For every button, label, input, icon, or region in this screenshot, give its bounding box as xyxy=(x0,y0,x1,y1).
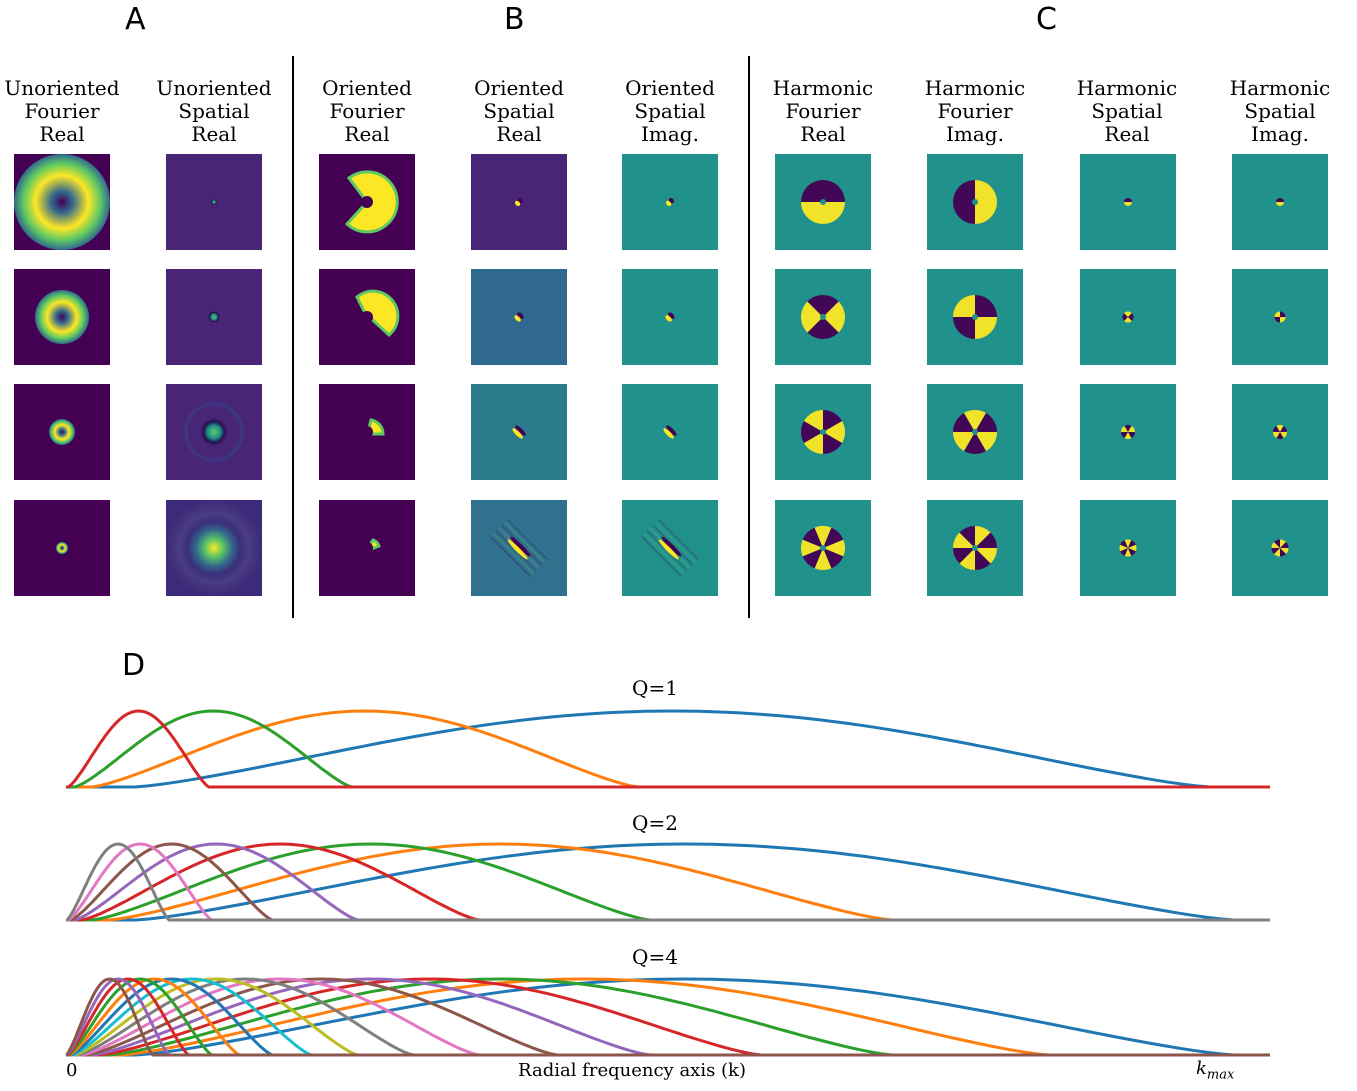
filter-tile xyxy=(14,269,110,365)
filter-tile xyxy=(471,384,567,480)
filter-tile xyxy=(166,154,262,250)
filter-curve xyxy=(66,842,1270,922)
column-title-harmonic-fourier-imag: Harmonic Fourier Imag. xyxy=(924,76,1026,146)
filter-curve xyxy=(66,709,1270,789)
filter-tile xyxy=(775,500,871,596)
filter-tile xyxy=(319,500,415,596)
filter-curve xyxy=(66,977,1270,1057)
filter-tile xyxy=(775,269,871,365)
filter-curve xyxy=(65,977,1270,1057)
filter-tile xyxy=(471,269,567,365)
panel-label-c: C xyxy=(1036,2,1057,37)
column-title-oriented-fourier-real: Oriented Fourier Real xyxy=(322,76,412,146)
filter-tile xyxy=(166,269,262,365)
filter-curve xyxy=(66,842,1270,922)
filter-tile xyxy=(471,154,567,250)
filter-tile xyxy=(927,384,1023,480)
filter-tile xyxy=(1080,384,1176,480)
filter-tile xyxy=(1232,269,1328,365)
filter-curve xyxy=(66,977,1270,1057)
filter-tile xyxy=(1232,384,1328,480)
filter-curve xyxy=(66,977,1270,1057)
filter-curve xyxy=(66,709,1270,789)
separator-b-c xyxy=(748,56,750,618)
filter-curve xyxy=(66,977,1270,1057)
kmax-subscript: max xyxy=(1206,1067,1235,1083)
filter-curve xyxy=(66,842,1270,922)
column-title-harmonic-spatial-imag: Harmonic Spatial Imag. xyxy=(1229,76,1331,146)
filter-curve xyxy=(66,977,1270,1057)
filter-tile xyxy=(622,269,718,365)
filter-curve xyxy=(66,977,1270,1057)
filter-tile xyxy=(14,154,110,250)
filter-curve xyxy=(66,977,1270,1057)
kmax-base: k xyxy=(1196,1058,1207,1079)
panel-label-a: A xyxy=(125,2,146,37)
filter-curve xyxy=(66,977,1270,1057)
filter-tile xyxy=(14,384,110,480)
filter-tile xyxy=(775,384,871,480)
filter-curve xyxy=(66,709,1270,789)
filter-tile xyxy=(1232,154,1328,250)
x-axis-title: Radial frequency axis (k) xyxy=(518,1060,746,1081)
filter-tile xyxy=(319,384,415,480)
filter-tile xyxy=(319,154,415,250)
filter-tile xyxy=(1080,269,1176,365)
filter-curve xyxy=(66,977,1270,1057)
filter-curve xyxy=(65,842,1270,922)
filter-curve xyxy=(66,842,1270,922)
column-title-oriented-spatial-imag: Oriented Spatial Imag. xyxy=(625,76,715,146)
filter-tile xyxy=(622,384,718,480)
filter-curve xyxy=(66,977,1270,1057)
filter-tile xyxy=(166,500,262,596)
filter-tile xyxy=(14,500,110,596)
filter-tile xyxy=(927,500,1023,596)
filter-curve xyxy=(66,842,1270,922)
filter-tile xyxy=(927,269,1023,365)
filter-tile xyxy=(471,500,567,596)
plot-title-q2: Q=2 xyxy=(632,811,678,835)
column-title-unoriented-spatial-real: Unoriented Spatial Real xyxy=(156,76,272,146)
filter-tile xyxy=(622,154,718,250)
filter-tile xyxy=(166,384,262,480)
filter-curve xyxy=(66,709,1270,789)
filter-curve xyxy=(66,842,1270,922)
panel-label-d: D xyxy=(122,648,146,683)
filter-tile xyxy=(927,154,1023,250)
filter-tile xyxy=(1080,154,1176,250)
filter-tile xyxy=(319,269,415,365)
filter-tile xyxy=(775,154,871,250)
x-axis-kmax-label: kmax xyxy=(1196,1058,1234,1083)
filter-tile xyxy=(1232,500,1328,596)
filter-curve xyxy=(66,977,1270,1057)
separator-a-b xyxy=(292,56,294,618)
column-title-harmonic-spatial-real: Harmonic Spatial Real xyxy=(1076,76,1178,146)
x-axis-zero-label: 0 xyxy=(66,1060,78,1081)
filter-curve xyxy=(65,977,1270,1057)
filter-tile xyxy=(1080,500,1176,596)
filter-curve xyxy=(66,977,1270,1057)
panel-label-b: B xyxy=(504,2,525,37)
filter-tile xyxy=(622,500,718,596)
filter-curve xyxy=(66,977,1270,1057)
column-title-unoriented-fourier-real: Unoriented Fourier Real xyxy=(4,76,120,146)
filter-curve xyxy=(66,842,1270,922)
plot-title-q1: Q=1 xyxy=(632,676,678,700)
column-title-oriented-spatial-real: Oriented Spatial Real xyxy=(474,76,564,146)
column-title-harmonic-fourier-real: Harmonic Fourier Real xyxy=(772,76,874,146)
plot-title-q4: Q=4 xyxy=(632,945,678,969)
filter-curve xyxy=(66,977,1270,1057)
